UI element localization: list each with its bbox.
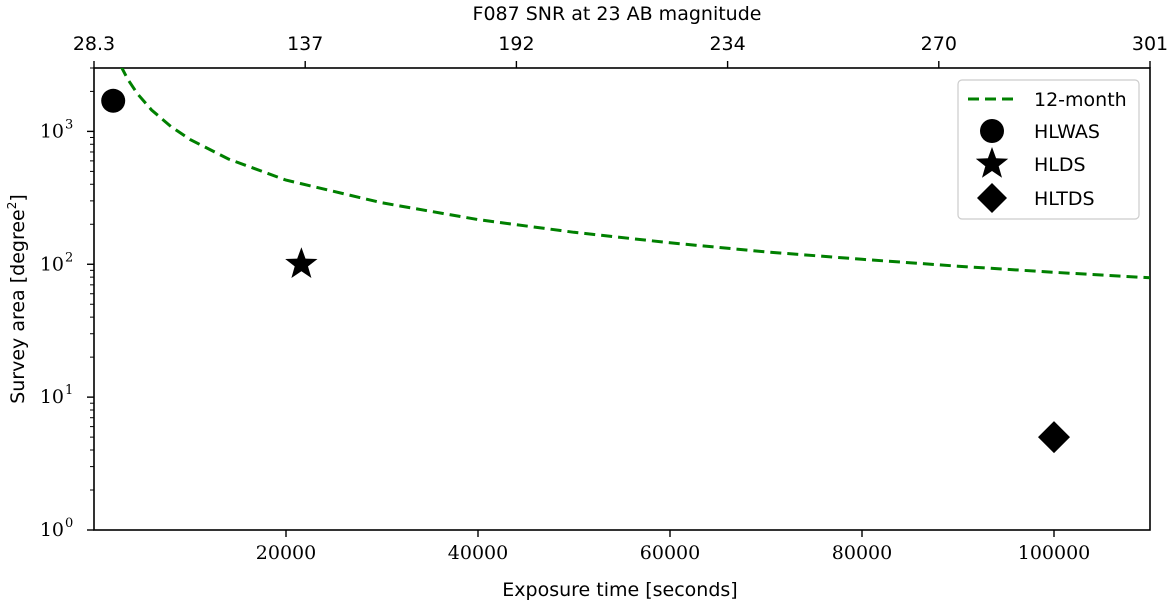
top-tick-label: 137 [287,33,323,55]
marker-hlwas [101,88,126,113]
plot-area-frame [93,67,1151,531]
x-tick-label: 40000 [448,542,508,564]
x-tick-label: 100000 [1018,542,1091,564]
legend-marker-hlds [975,147,1009,178]
marker-hlds [285,247,318,278]
legend-label-hlwas: HLWAS [1034,121,1100,143]
legend-marker-hlwas [980,119,1004,143]
top-tick-label: 28.3 [73,33,115,55]
top-tick-label: 270 [921,33,957,55]
x-tick-label: 80000 [832,542,892,564]
y-axis-label: Survey area [degree2] [5,194,29,404]
y-tick-exponent: 0 [65,516,73,531]
legend: 12-month HLWAS HLDS HLTDS [957,79,1140,220]
x-axis-label: Exposure time [seconds] [502,579,737,601]
top-tick-label: 234 [709,33,745,55]
y-tick-exponent: 1 [65,383,73,398]
marker-hltds [1038,421,1070,454]
x-tick-label: 60000 [640,542,700,564]
legend-box [957,79,1140,220]
series-line-12-month [120,68,1150,280]
legend-label-hlds: HLDS [1034,154,1086,176]
top-axis-label: F087 SNR at 23 AB magnitude [473,3,762,25]
y-tick-label: 10 [40,519,64,541]
legend-label-12-month: 12-month [1034,89,1127,111]
y-tick-exponent: 2 [65,250,73,265]
legend-marker-hltds [977,183,1007,213]
y-tick-label: 10 [40,386,64,408]
x-tick-label: 20000 [256,542,316,564]
top-tick-label: 192 [498,33,534,55]
y-tick-label: 10 [40,120,64,142]
legend-label-hltds: HLTDS [1034,188,1095,210]
top-tick-label: 301 [1132,33,1168,55]
y-tick-exponent: 3 [65,117,73,132]
y-tick-label: 10 [40,253,64,275]
